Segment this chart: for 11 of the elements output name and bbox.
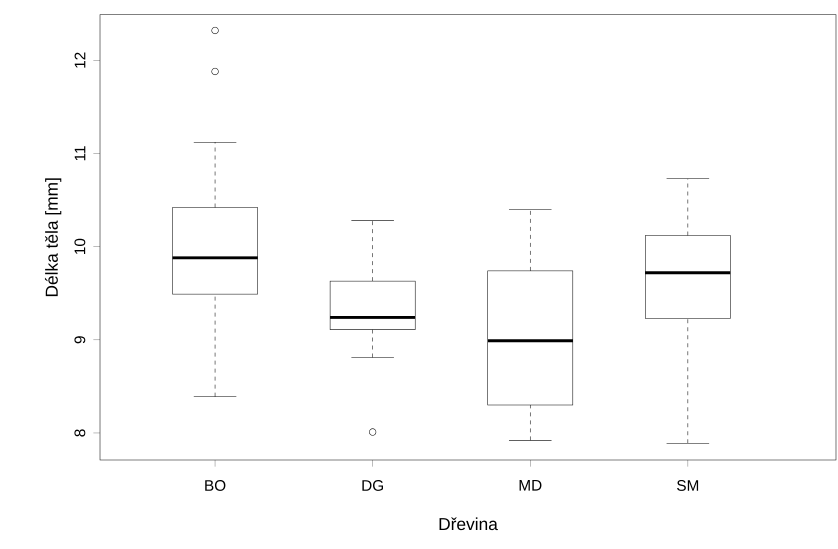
x-tick-label: DG	[362, 480, 383, 491]
y-axis-title: Délka těla [mm]	[44, 178, 62, 296]
y-tick-label: 8	[74, 429, 86, 437]
x-tick-label: MD	[520, 480, 542, 491]
y-tick-label: 12	[74, 52, 86, 68]
x-tick-label: SM	[677, 480, 698, 491]
x-axis-title: Dřevina	[440, 517, 498, 530]
x-tick-label: BO	[205, 480, 226, 491]
y-tick-label: 11	[74, 146, 86, 160]
y-tick-label: 9	[74, 336, 86, 344]
y-tick-label: 10	[74, 238, 86, 254]
